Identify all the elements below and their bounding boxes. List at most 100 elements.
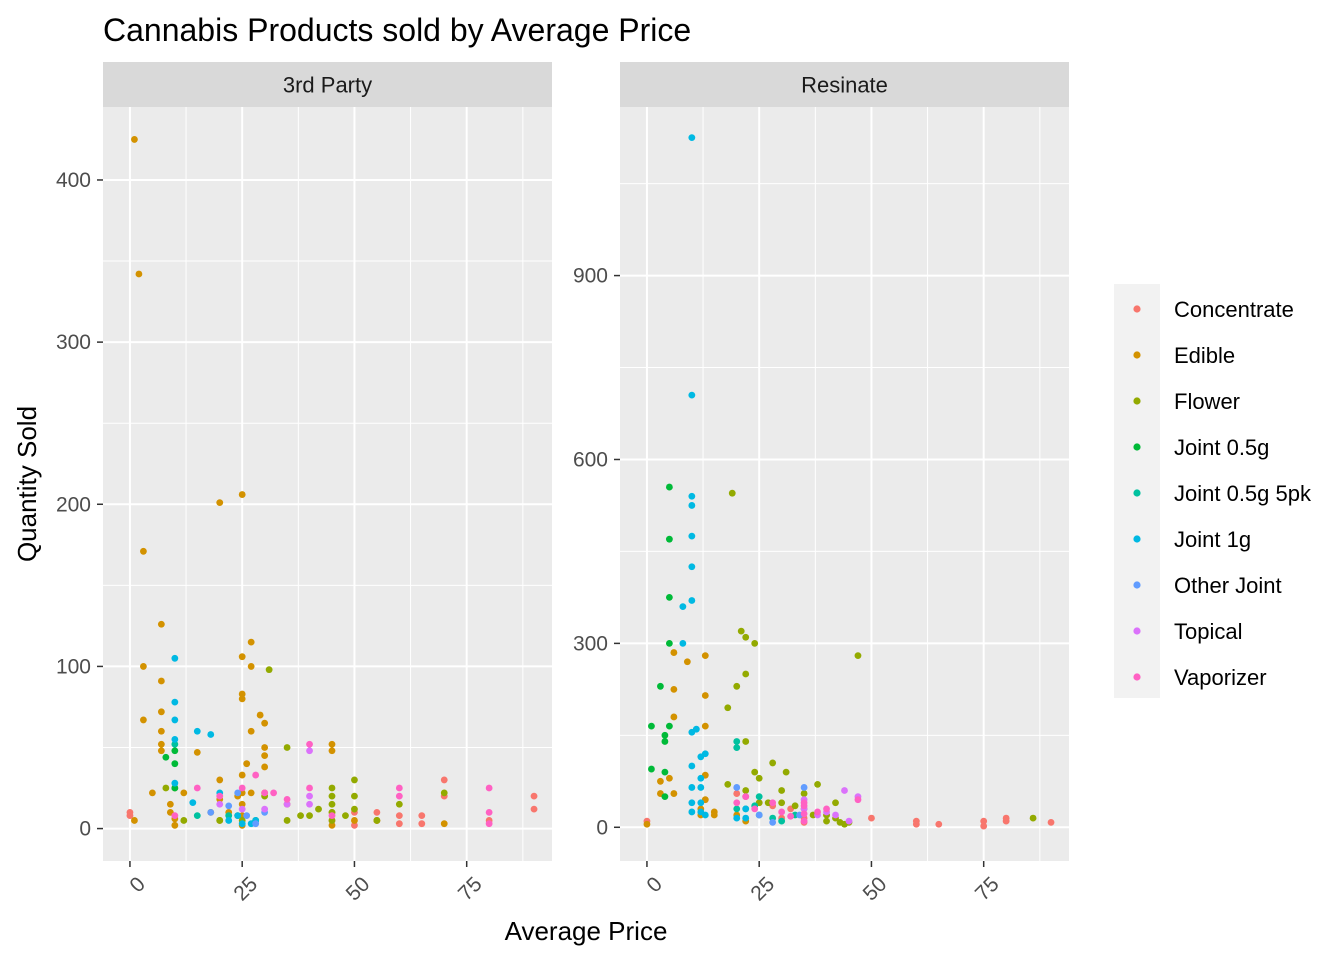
data-point [724,704,732,712]
data-point [912,820,920,828]
legend-label: Joint 0.5g [1174,435,1269,460]
series-flower [162,666,448,824]
data-point [283,800,291,808]
data-point [342,812,349,819]
data-point [688,762,696,770]
legend-key [1133,627,1141,635]
data-point [238,771,246,779]
legend-label: Other Joint [1174,573,1282,598]
data-point [657,777,664,785]
data-point [395,784,403,792]
data-point [193,748,201,756]
data-point [270,789,278,797]
legend-key [1133,535,1141,543]
data-point [238,800,246,808]
legend-key [1133,489,1141,497]
data-point [265,666,273,674]
data-point [800,790,808,797]
y-tick-label: 200 [56,493,91,516]
data-point [778,787,786,794]
data-point [238,784,246,792]
series-vaporizer [171,740,493,828]
y-tick-label: 0 [596,816,608,839]
data-point [140,716,147,724]
data-point [157,620,165,628]
legend-label: Concentrate [1174,297,1294,322]
data-point [688,784,696,791]
data-point [328,740,336,748]
data-point [800,784,808,791]
data-point [724,780,732,788]
data-point [328,817,336,824]
data-point [306,792,313,800]
data-point [373,808,381,816]
data-point [778,817,786,825]
data-point [247,638,255,646]
data-point [688,492,696,500]
data-point [769,818,777,826]
data-point [728,489,736,497]
data-point [351,792,358,800]
data-point [180,817,188,824]
data-point [751,639,759,647]
data-point [733,814,741,822]
data-point [216,817,224,824]
data-point [216,499,224,507]
facet-strip [103,62,552,107]
data-point [252,820,260,828]
data-point [261,752,269,760]
facet-panels: 3rd Party 0 25 50 75 0 100 200 300 400 Resinate 0 25… [56,62,1069,905]
legend-label: Joint 1g [1174,527,1251,552]
data-point [395,792,403,800]
data-point [733,738,741,745]
data-point [171,760,179,768]
series-vaporizer [733,793,862,825]
data-point [755,793,763,801]
data-point [234,812,242,819]
data-point [440,776,448,784]
data-point [778,808,786,816]
data-point [670,685,678,693]
data-point [733,805,741,813]
data-point [351,776,358,784]
data-point [648,765,655,773]
x-tick-label: 75 [971,873,1004,906]
data-point [171,654,179,662]
data-point [1002,817,1010,825]
legend: Concentrate Edible Flower Joint 0.5g Joint 0… [1114,284,1312,698]
data-point [845,817,853,825]
data-point [733,790,741,797]
data-point [737,627,745,635]
data-point [742,633,750,641]
data-point [440,820,448,828]
data-point [679,639,687,647]
x-tick-label: 75 [454,873,487,906]
legend-key [1133,581,1141,589]
data-point [665,722,673,730]
chart-title: Cannabis Products sold by Average Price [103,12,691,48]
series-other-joint [733,784,808,826]
data-point [328,792,336,800]
data-point [247,727,255,735]
data-point [832,799,839,807]
data-point [683,658,691,666]
data-point [193,784,201,792]
data-point [395,820,403,828]
data-point [742,814,750,822]
y-tick-label: 900 [573,265,608,288]
data-point [832,811,839,819]
data-point [701,750,709,758]
data-point [328,821,336,829]
data-point [701,811,709,819]
data-point [157,708,165,716]
data-point [283,744,291,751]
facet-strip [620,62,1069,107]
data-point [216,776,224,784]
data-point [216,800,224,808]
data-point [126,812,134,819]
data-point [351,817,358,824]
data-point [868,814,875,822]
series-topical [216,747,313,813]
data-point [710,811,718,819]
y-tick-label: 600 [573,448,608,471]
